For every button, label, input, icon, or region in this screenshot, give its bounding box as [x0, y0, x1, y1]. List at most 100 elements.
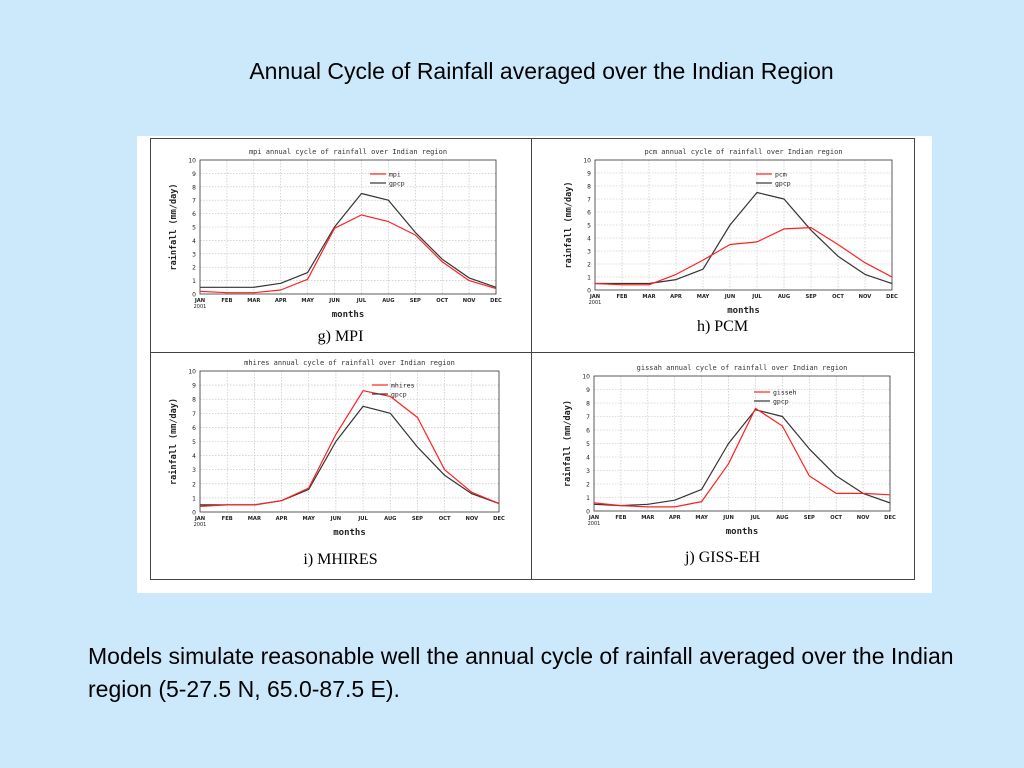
- caption-mpi: g) MPI: [317, 328, 364, 345]
- x-axis-label: months: [727, 306, 760, 316]
- y-tick-label: 10: [188, 369, 196, 376]
- x-tick-label: JUL: [357, 516, 368, 522]
- x-tick-label: NOV: [859, 294, 872, 300]
- caption-mhires: i) MHIRES: [303, 551, 378, 568]
- x-tick-label: JAN: [589, 294, 600, 300]
- chart-title: mhires annual cycle of rainfall over Ind…: [244, 359, 455, 367]
- x-tick-label: APR: [670, 294, 682, 300]
- plot-area: [594, 159, 893, 291]
- y-tick-label: 10: [583, 158, 591, 165]
- panel-gisseh: gissah annual cycle of rainfall over Ind…: [532, 353, 913, 579]
- chart-mhires: mhires annual cycle of rainfall over Ind…: [168, 359, 505, 538]
- panel-mhires: mhires annual cycle of rainfall over Ind…: [150, 353, 531, 579]
- x-tick-label: MAR: [641, 515, 654, 521]
- legend-label-pcm: pcm: [775, 171, 787, 179]
- plot-area: [199, 159, 497, 295]
- x-axis-label: months: [726, 527, 759, 537]
- x-tick-label: APR: [669, 515, 681, 521]
- chart-title: mpi annual cycle of rainfall over Indian…: [249, 148, 447, 156]
- x-tick-label: MAR: [642, 294, 655, 300]
- chart-title: gissah annual cycle of rainfall over Ind…: [637, 364, 848, 372]
- x-tick-label: OCT: [439, 516, 451, 522]
- x-year-label: 2001: [589, 300, 602, 306]
- y-tick-label: 6: [192, 425, 196, 432]
- y-tick-label: 9: [192, 383, 196, 390]
- y-tick-label: 2: [192, 265, 196, 272]
- y-tick-label: 0: [192, 292, 196, 299]
- chart-mpi: mpi annual cycle of rainfall over Indian…: [168, 148, 502, 320]
- y-tick-label: 6: [192, 211, 196, 218]
- y-tick-label: 1: [192, 278, 196, 285]
- y-tick-label: 1: [192, 495, 196, 502]
- x-tick-label: JAN: [194, 298, 205, 304]
- y-axis-label: rainfall (mm/day): [168, 184, 179, 271]
- y-tick-label: 9: [586, 387, 590, 394]
- y-tick-label: 5: [586, 441, 590, 448]
- legend-label-gpcp: gpcp: [391, 391, 407, 399]
- x-tick-label: OCT: [436, 298, 448, 304]
- x-tick-label: NOV: [465, 516, 478, 522]
- caption-pcm: h) PCM: [696, 318, 749, 335]
- slide-title: Annual Cycle of Rainfall averaged over t…: [249, 58, 834, 84]
- y-tick-label: 4: [586, 455, 590, 462]
- x-tick-label: MAY: [697, 294, 710, 300]
- x-tick-label: OCT: [830, 515, 842, 521]
- y-axis-label: rainfall (mm/day): [562, 400, 573, 487]
- y-tick-label: 3: [586, 468, 590, 475]
- y-tick-label: 2: [192, 481, 196, 488]
- y-tick-label: 3: [587, 249, 591, 256]
- x-tick-label: AUG: [382, 298, 394, 304]
- x-tick-label: NOV: [857, 515, 870, 521]
- legend-label-mhires: mhires: [391, 382, 415, 390]
- y-tick-label: 7: [192, 198, 196, 205]
- y-tick-label: 5: [192, 225, 196, 232]
- x-tick-label: SEP: [805, 294, 816, 300]
- y-tick-label: 6: [587, 210, 591, 217]
- series-line-gpcp: [593, 409, 891, 507]
- x-year-label: 2001: [588, 521, 601, 527]
- y-tick-label: 9: [587, 171, 591, 178]
- x-tick-label: DEC: [884, 515, 896, 521]
- series-line-gisseh: [593, 407, 891, 508]
- x-tick-label: FEB: [221, 298, 232, 304]
- y-tick-label: 1: [587, 275, 591, 282]
- y-tick-label: 8: [192, 397, 196, 404]
- x-tick-label: MAY: [695, 515, 708, 521]
- x-tick-label: FEB: [615, 515, 626, 521]
- chart-title: pcm annual cycle of rainfall over Indian…: [644, 148, 842, 156]
- x-tick-label: FEB: [222, 516, 233, 522]
- series-line-gpcp: [200, 192, 497, 288]
- panel-pcm: pcm annual cycle of rainfall over Indian…: [532, 138, 913, 352]
- legend-label-gpcp: gpcp: [775, 180, 791, 188]
- figure-divider-horizontal: [150, 352, 914, 353]
- x-tick-label: SEP: [804, 515, 815, 521]
- x-tick-label: AUG: [384, 516, 396, 522]
- y-tick-label: 8: [192, 184, 196, 191]
- caption-gisseh: j) GISS-EH: [684, 549, 761, 566]
- y-tick-label: 1: [586, 495, 590, 502]
- x-tick-label: SEP: [410, 298, 421, 304]
- figure-panel-grid: mpi annual cycle of rainfall over Indian…: [137, 136, 932, 593]
- series-line-gpcp: [200, 405, 500, 506]
- x-tick-label: OCT: [832, 294, 844, 300]
- x-tick-label: MAY: [301, 298, 314, 304]
- legend-label-mpi: mpi: [389, 171, 401, 179]
- legend-label-gisseh: gisseh: [773, 389, 797, 397]
- x-tick-label: SEP: [412, 516, 423, 522]
- y-tick-label: 2: [587, 262, 591, 269]
- chart-pcm: pcm annual cycle of rainfall over Indian…: [563, 148, 898, 316]
- legend-label-gpcp: gpcp: [773, 398, 789, 406]
- chart-gisseh: gissah annual cycle of rainfall over Ind…: [562, 364, 896, 537]
- plot-area: [199, 370, 500, 513]
- y-tick-label: 2: [586, 482, 590, 489]
- y-tick-label: 5: [192, 439, 196, 446]
- x-tick-label: DEC: [490, 298, 502, 304]
- series-line-mhires: [199, 390, 500, 507]
- figure-divider-vertical: [531, 138, 532, 580]
- y-tick-label: 4: [192, 453, 196, 460]
- y-tick-label: 7: [587, 197, 591, 204]
- y-tick-label: 10: [188, 158, 196, 165]
- y-tick-label: 5: [587, 223, 591, 230]
- y-tick-label: 0: [587, 288, 591, 295]
- y-tick-label: 0: [192, 510, 196, 517]
